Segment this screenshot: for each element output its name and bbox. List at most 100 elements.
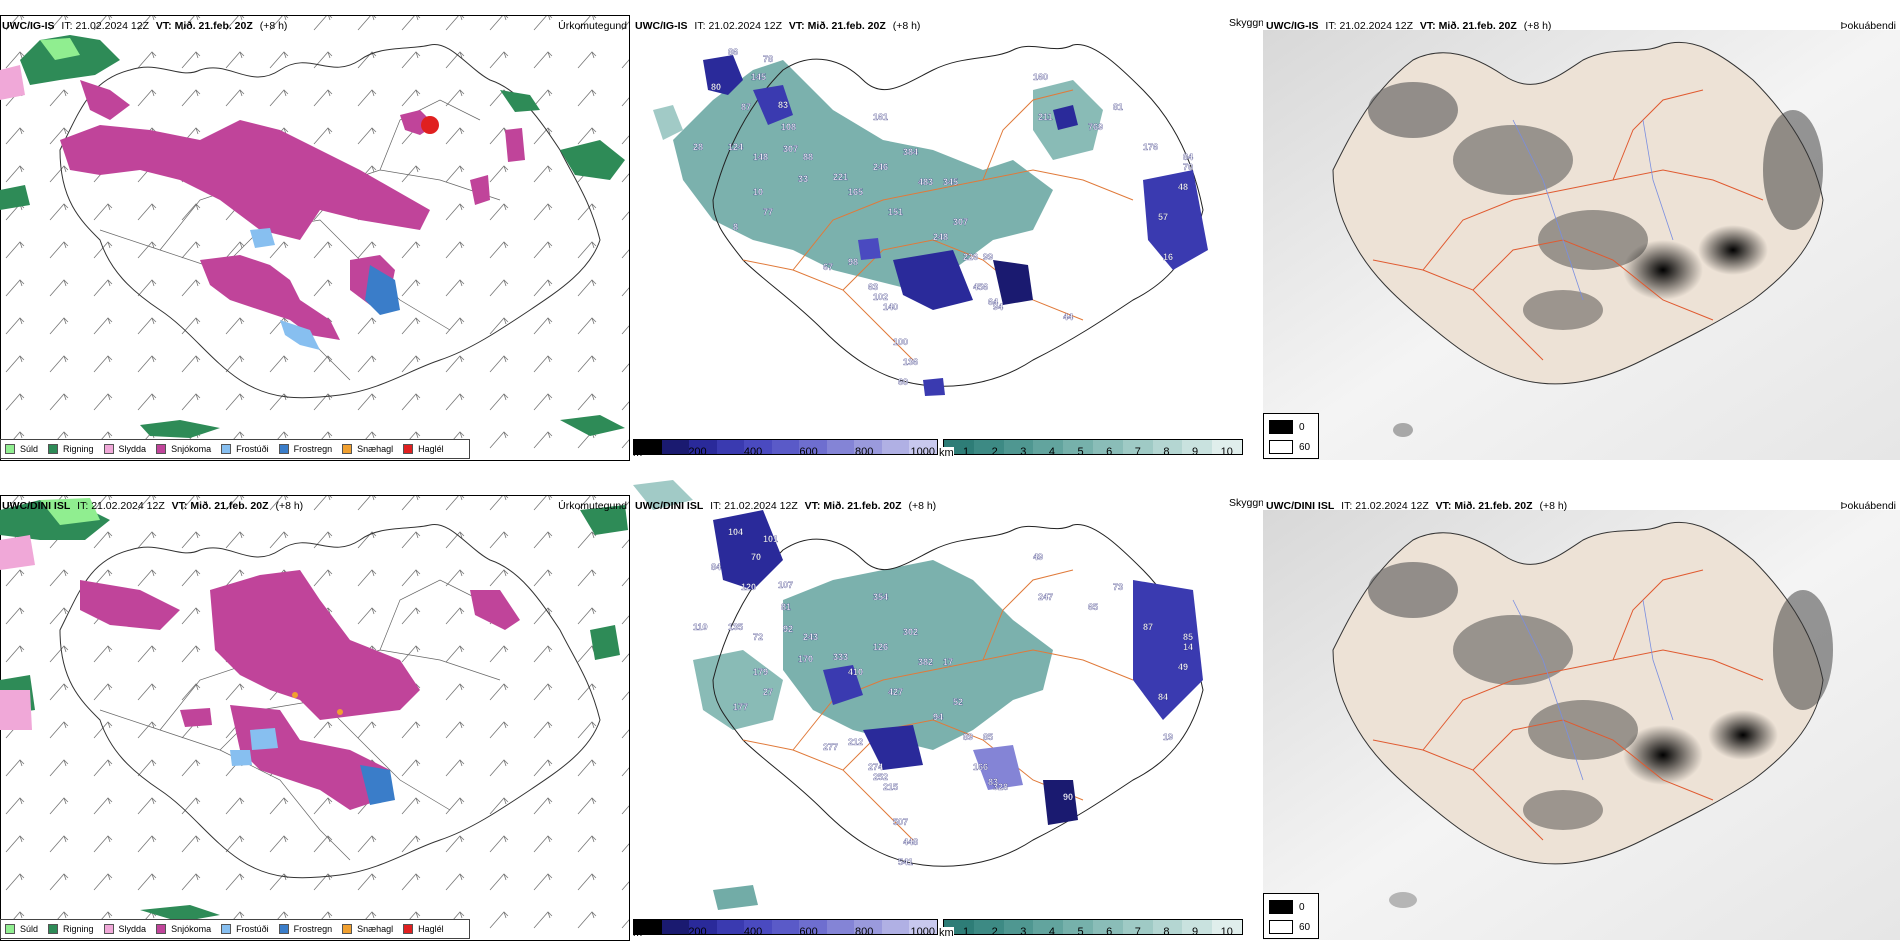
rain-area (140, 905, 220, 922)
it-label: IT: (710, 500, 722, 512)
river-network (1512, 599, 1674, 781)
fog-patch (1393, 423, 1413, 437)
tick: 7 (1134, 446, 1141, 458)
forecast-row-igis: UWC/IG-IS IT: 21.02.2024 12Z VT: Mið. 21… (0, 0, 1900, 470)
it-value: 21.02.2024 12Z (1355, 500, 1429, 512)
ceiling-value-label: 274 (868, 762, 883, 772)
ceiling-value-label: 48 (1178, 182, 1188, 192)
ceiling-value-label: 73 (1113, 582, 1123, 592)
wind-barbs-layer (1, 496, 629, 940)
legend-label: Slydda (118, 444, 147, 454)
ceiling-value-label: 92 (783, 624, 793, 634)
legend-swatch (403, 444, 414, 454)
cbar-cell (744, 920, 772, 934)
cbar-cell (661, 920, 690, 934)
lead-time: (+8 h) (259, 20, 288, 32)
ceiling-value-label: 16 (1163, 252, 1173, 262)
cbar-cell (661, 440, 690, 454)
legend-swatch (103, 924, 114, 934)
cbar-cell (1182, 920, 1213, 934)
rain-area (20, 35, 120, 85)
legend-label: Snjókoma (171, 924, 212, 934)
it-value: 21.02.2024 12Z (75, 20, 149, 32)
legend-item: Frostúði (221, 444, 269, 454)
panel-header: UWC/IG-IS IT: 21.02.2024 12Z VT: Mið. 21… (1266, 20, 1551, 32)
ceiling-value-label: 94 (993, 302, 1003, 312)
fog-legend-item: 60 (1269, 440, 1310, 454)
legend-swatch (221, 924, 232, 934)
model-name: UWC/IG-IS (635, 20, 688, 32)
ceiling-value-label: 243 (803, 632, 818, 642)
ceiling-value-label: 456 (973, 282, 988, 292)
legend-label: 60 (1299, 441, 1311, 453)
legend-swatch (48, 924, 59, 934)
cbar-cell (799, 920, 827, 934)
vt-label: VT: (171, 500, 188, 512)
ceiling-value-label: 354 (873, 592, 888, 602)
precip-map (0, 496, 629, 940)
road-network (1372, 569, 1764, 841)
ceiling-value-label: 160 (1033, 72, 1048, 82)
snow-area (470, 590, 520, 630)
ceiling-ticks: 0 200 400 600 800 1000 (645, 446, 935, 458)
tick: 600 (799, 446, 818, 458)
ceiling-value-label: 212 (848, 737, 863, 747)
ceiling-value-label: 211 (1038, 112, 1053, 122)
ceiling-value-label: 72 (753, 632, 763, 642)
legend-swatch (5, 444, 15, 454)
ceiling-value-label: 70 (1183, 162, 1193, 172)
ceiling-value-label: 165 (848, 187, 863, 197)
legend-label: Snæhagl (357, 444, 394, 454)
legend-swatch (103, 444, 114, 454)
river-network (1512, 119, 1674, 301)
tick: 600 (799, 926, 818, 938)
iceland-outline (59, 524, 601, 879)
cbar-cell (771, 920, 800, 934)
tick: 1000 (910, 926, 935, 938)
sleet-area (0, 535, 35, 570)
model-name: UWC/IG-IS (2, 20, 55, 32)
ceiling-value-label: 83 (778, 100, 788, 110)
ceiling-value-label: 19 (1163, 732, 1173, 742)
fog-patch (1368, 562, 1458, 618)
fog-legend-item: 0 (1269, 900, 1305, 914)
tick: 4 (1048, 926, 1055, 938)
cbar-cell (744, 440, 772, 454)
it-label: IT: (1325, 20, 1337, 32)
ceiling-value-label: 94 (933, 712, 943, 722)
ceiling-area (703, 55, 743, 95)
fog-patch (1523, 290, 1603, 330)
panel-header: UWC/IG-IS IT: 21.02.2024 12Z VT: Mið. 21… (635, 20, 920, 32)
ceiling-value-label: 148 (753, 152, 768, 162)
cbar-cell (716, 920, 745, 934)
vt-value: Mið. 21.feb. 20Z (1438, 20, 1517, 32)
ceiling-value-label: 382 (918, 657, 933, 667)
tick: 1 (963, 926, 970, 938)
legend-swatch (342, 444, 353, 454)
cbar-cell (1092, 440, 1123, 454)
tick: 800 (854, 926, 874, 938)
road-network (1372, 89, 1764, 361)
cbar-cell (973, 440, 1004, 454)
legend-item: Frostregn (278, 924, 332, 934)
cbar-cell (826, 440, 855, 454)
ceiling-value-label: 49 (1033, 552, 1043, 562)
lead-time: (+8 h) (1523, 20, 1552, 32)
ceiling-value-label: 120 (741, 582, 756, 592)
ceiling-area (713, 510, 783, 590)
ceiling-value-label: 70 (751, 552, 761, 562)
legend-label: Slydda (118, 924, 147, 934)
freezing-rain-area (365, 265, 400, 315)
cbar-cell (1122, 440, 1153, 454)
ceiling-area (993, 260, 1033, 305)
precip-legend: Súld Rigning Slydda Snjókoma Frostúði Fr… (0, 919, 470, 939)
ceiling-value-label: 98 (848, 257, 858, 267)
ceiling-value-label: 64 (988, 297, 998, 307)
visibility-area (653, 105, 683, 140)
cbar-cell (689, 440, 717, 454)
ceiling-value-label: 84 (1158, 692, 1168, 702)
ceiling-area (753, 85, 793, 125)
fog-patch (1698, 225, 1768, 275)
model-name: UWC/DINI ISL (635, 500, 704, 512)
